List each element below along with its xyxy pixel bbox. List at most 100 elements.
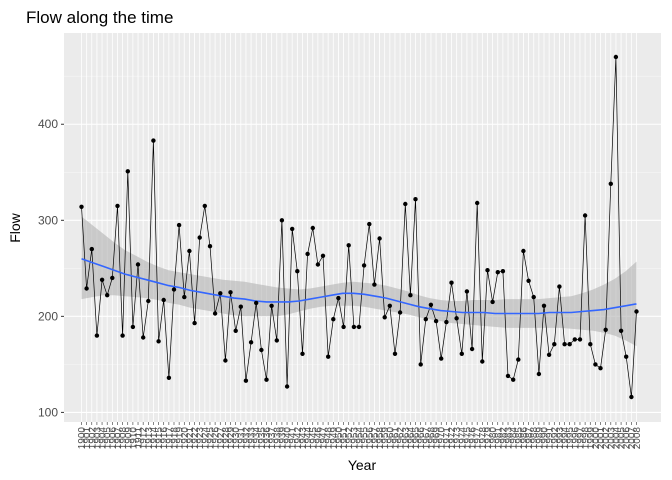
x-tick-label: 2004 [611,427,622,450]
x-tick-label: 1989 [534,427,545,450]
data-point [94,333,100,338]
x-tick-label: 1928 [221,427,232,450]
x-tick-label: 1987 [524,427,535,450]
data-point [557,284,562,289]
x-tick-label: 1941 [288,427,299,450]
data-point [326,354,331,359]
data-point [367,221,372,227]
x-tick-label: 1990 [540,427,551,450]
x-tick-label: 1936 [262,427,273,450]
data-point [305,251,310,257]
x-tick-label: 1966 [416,427,427,450]
data-points [79,54,639,400]
x-tick-label: 1900 [77,427,88,450]
data-point [444,319,449,325]
data-point [331,317,336,322]
data-point [259,347,264,353]
x-tick-label: 1994 [560,427,571,450]
data-point [356,324,362,330]
y-tick-label: 200 [38,309,58,323]
data-point [387,303,392,308]
data-point [475,200,480,206]
data-point [603,327,608,332]
data-point [115,203,120,209]
data-point [459,351,464,356]
x-tick-label: 1981 [493,427,504,450]
data-point [207,244,213,249]
x-tick-label: 2003 [606,427,617,450]
data-point [372,282,377,287]
data-point [351,324,357,330]
data-point [439,356,444,361]
x-tick-label: 1997 [576,427,587,450]
y-axis: 100 200 300 400 [38,117,64,419]
x-tick-label: 1977 [473,427,484,450]
x-tick-label: 1909 [123,427,134,450]
x-tick-label: 1964 [406,427,417,450]
x-tick-label: 1954 [355,427,366,450]
data-point [541,303,547,308]
data-point [449,280,454,285]
x-tick-label: 1933 [247,427,258,450]
x-tick-label: 2006 [622,427,633,450]
x-tick-label: 1943 [298,427,309,450]
x-tick-label: 1961 [391,427,402,450]
data-point [464,289,470,294]
x-tick-label: 1944 [303,427,314,450]
x-tick-label: 1985 [514,427,525,450]
x-tick-label: 1924 [200,427,211,450]
data-point [582,213,588,218]
data-point [562,342,567,347]
x-tick-label: 1939 [277,427,288,450]
x-tick-label: 2008 [632,427,643,450]
x-tick-label: 1979 [483,427,494,450]
data-point [624,354,629,359]
data-point [618,328,624,333]
x-tick-label: 1992 [550,427,561,450]
data-point [552,342,557,347]
x-tick-label: 1986 [519,427,530,450]
x-tick-label: 1935 [257,427,268,450]
x-tick-label: 1974 [457,427,468,450]
data-point [300,351,305,356]
x-tick-label: 1902 [87,427,98,450]
x-tick-label: 1975 [462,427,473,450]
data-point [408,293,413,298]
x-tick-label: 1901 [82,427,93,450]
data-point [490,299,495,305]
x-tick-label: 1931 [236,427,247,450]
x-tick-label: 1996 [570,427,581,450]
x-tick-label: 1906 [108,427,119,450]
x-tick-label: 1965 [411,427,422,450]
x-tick-label: 1999 [586,427,597,450]
x-tick-label: 1921 [185,427,196,450]
x-axis: 1900190119021903190419051906190719081909… [77,422,643,449]
x-tick-label: 1908 [118,427,129,450]
smooth-trend-line [81,257,637,315]
x-tick-label: 1948 [324,427,335,450]
data-point [588,342,593,347]
x-tick-label: 1993 [555,427,566,450]
data-point [418,362,423,367]
x-tick-label: 1972 [447,427,458,450]
data-point [192,320,197,326]
data-point [346,243,351,248]
x-axis-title: Year [348,457,377,473]
x-tick-label: 1957 [370,427,381,450]
data-point [413,197,418,202]
x-tick-label: 1905 [103,427,114,450]
x-tick-label: 1995 [565,427,576,450]
data-point [428,302,434,307]
x-tick-label: 1912 [139,427,150,450]
x-tick-label: 1932 [241,427,252,450]
data-point [238,304,243,309]
x-tick-label: 1916 [159,427,170,450]
data-point [197,235,202,240]
x-tick-label: 2005 [617,427,628,450]
x-tick-label: 1910 [128,427,139,450]
x-tick-label: 1911 [134,427,145,449]
x-tick-label: 1942 [293,427,304,450]
data-point [218,291,223,296]
x-tick-label: 1968 [426,427,437,450]
